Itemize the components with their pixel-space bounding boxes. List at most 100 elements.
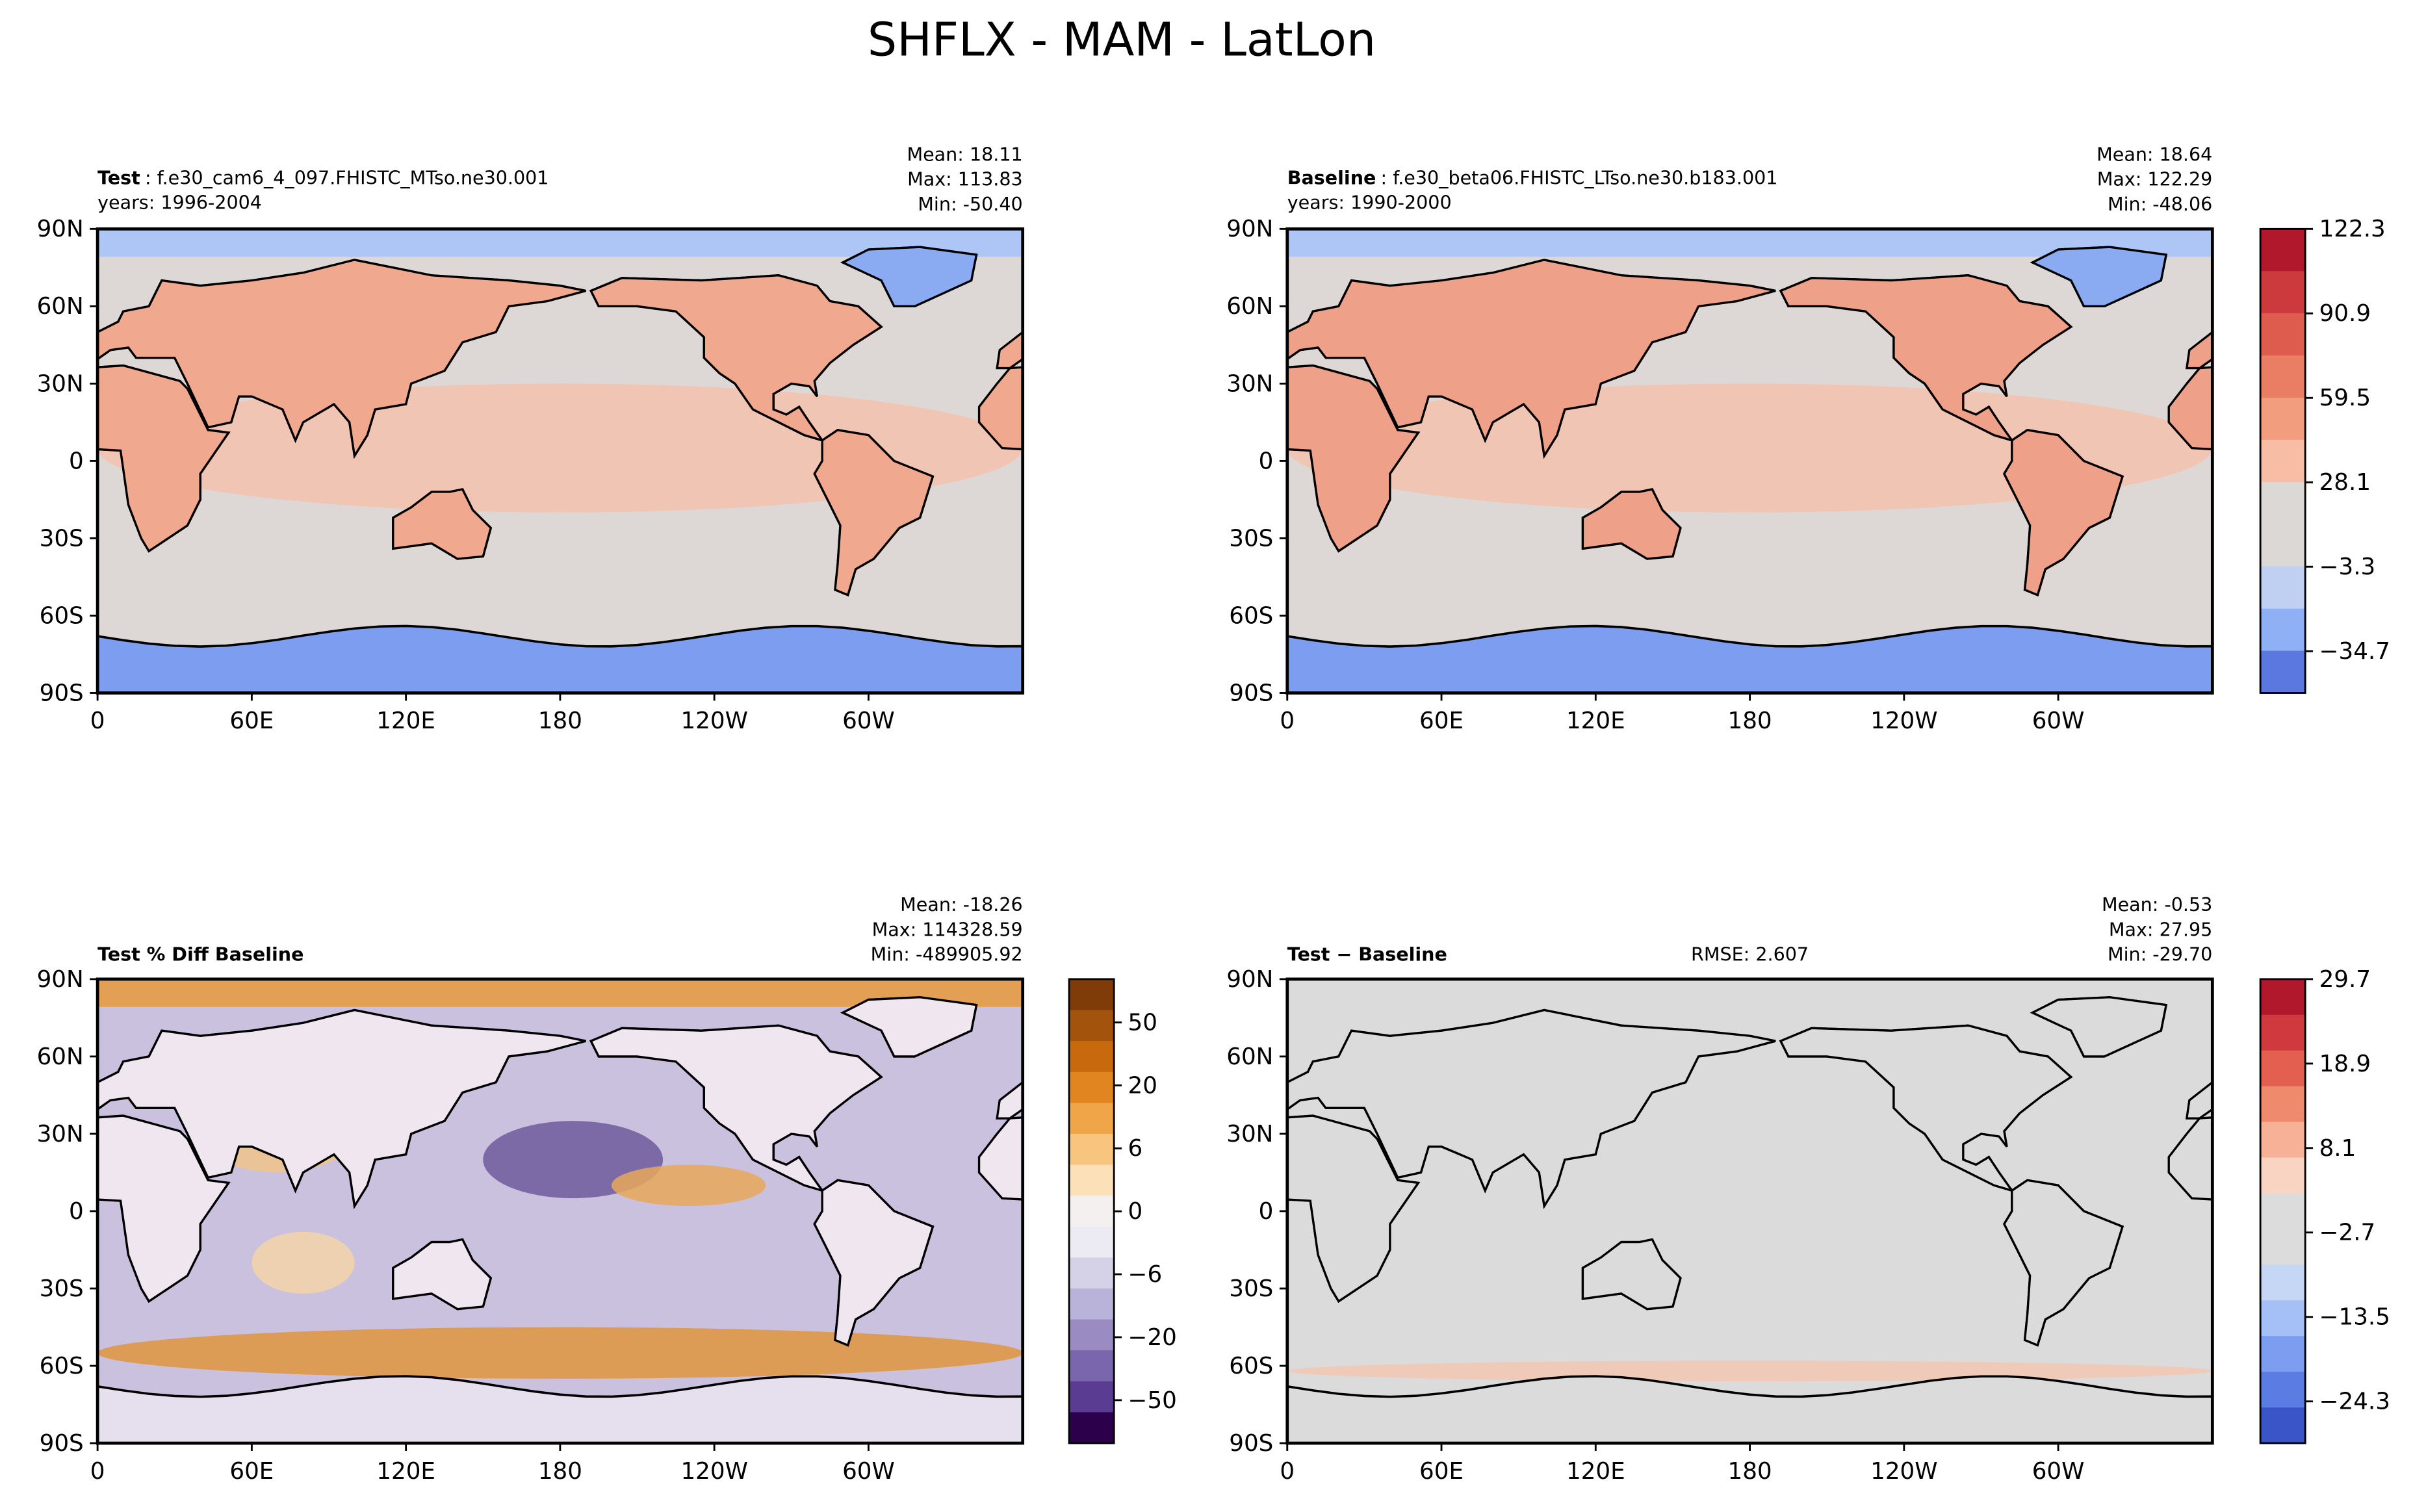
colorbar-band [1069,1164,1115,1197]
panel-case: : f.e30_cam6_4_097.FHISTC_MTso.ne30.001 [145,166,549,188]
colorbar-band [2260,313,2306,357]
panel-years: years: 1990-2000 [1287,191,1452,213]
coastline [2030,996,2168,1058]
rmse: RMSE: 2.607 [1691,943,1809,965]
coastline [840,996,978,1058]
stat: Mean: -18.26 [900,893,1023,916]
lat-tick-label: 30S [40,1275,84,1302]
lat-tick-label: 30N [37,1121,84,1147]
colorbar-tick-label: −50 [1128,1387,1177,1414]
stat: Max: 122.29 [2097,168,2213,190]
panel-years: years: 1996-2004 [97,191,262,213]
panel-title: Baseline: f.e30_beta06.FHISTC_LTso.ne30.… [1287,166,1778,188]
lon-tick-label: 180 [538,708,582,734]
colorbar-band [2260,1193,2306,1230]
colorbar-tick-label: 18.9 [2319,1051,2371,1077]
map [0,229,1023,693]
panel-label: Test % Diff Baseline [97,943,303,965]
stat: Max: 27.95 [2109,918,2212,940]
colorbar-band [2260,1014,2306,1051]
colorbar-band [1069,1412,1115,1444]
colorbar-band [2260,398,2306,441]
panel-case: : f.e30_beta06.FHISTC_LTso.ne30.b183.001 [1381,166,1778,188]
antarctica [1287,1375,2213,1444]
colorbar-tick-label: 20 [1128,1072,1157,1099]
lon-tick-label: 60E [1419,1458,1464,1485]
coastline [977,366,1023,451]
colorbar-band [2260,608,2306,652]
colorbar-tick-label: 28.1 [2319,469,2371,496]
coastline [996,331,1023,370]
antarctica [97,1375,1023,1444]
figure-title: SHFLX - MAM - LatLon [868,13,1376,67]
coastline [589,1024,883,1193]
colorbar-band [2260,1336,2306,1373]
lon-tick-label: 60E [229,708,274,734]
colorbar-tick-label: −2.7 [2319,1220,2376,1246]
coastline [392,488,493,560]
lat-tick-label: 30S [40,525,84,552]
map-panel: 90N 60N 30N 0 30S 60S 90S 0 60E 120E 180 120W 60W Mea… [1107,144,2214,734]
colorbar-band [1069,1196,1115,1227]
colorbar-tick-label: 0 [1128,1198,1143,1225]
colorbar-band [1069,1133,1115,1166]
panel-label: Baseline [1287,166,1376,188]
stat: Mean: 18.64 [2097,144,2212,166]
lon-tick-label: 120W [680,1458,747,1485]
lat-tick-label: 30N [1226,370,1273,397]
lon-tick-label: 120W [680,708,747,734]
map [1107,229,2213,693]
colorbar-band [1069,1288,1115,1320]
coastline [0,430,8,595]
colorbar-tick-label: −6 [1128,1261,1163,1288]
lat-tick-label: 0 [1259,448,1274,474]
colorbar-band [2260,1050,2306,1087]
colorbar-frame [2259,227,2306,694]
lon-tick-label: 180 [1727,708,1772,734]
colorbar-tick-label: −24.3 [2319,1389,2390,1415]
coastline [2003,429,2124,597]
colorbar-tick-label: 90.9 [2319,300,2371,327]
coastline [1107,247,1241,306]
colorbar-band [2260,650,2306,694]
lon-tick-label: 60W [842,1458,895,1485]
lat-tick-label: 0 [1259,1198,1274,1225]
coastline [1287,1008,1776,1209]
coastline [97,1008,586,1209]
lon-tick-label: 120W [1870,708,1937,734]
coastline [2185,331,2213,370]
lat-tick-label: 30S [1229,525,1273,552]
lat-tick-label: 0 [69,1198,84,1225]
colorbar-band [2260,481,2306,525]
colorbar: 29.7 18.9 8.1 −2.7 −13.5 −24.3 [2259,966,2390,1444]
coastline [1581,488,1682,560]
colorbar-tick-label: 29.7 [2319,966,2371,993]
coastline [1287,364,1421,553]
lat-tick-label: 60S [40,1353,84,1379]
coastline [2167,1116,2213,1201]
coastline [1581,1238,1682,1311]
coastline [2003,1179,2124,1347]
stat: Min: -48.06 [2108,193,2212,215]
lon-tick-label: 0 [1280,1458,1295,1485]
coastline [840,246,978,308]
field-patch [1287,1361,2213,1381]
colorbar-band [1069,1010,1115,1042]
lon-tick-label: 0 [90,1458,105,1485]
lon-tick-label: 120W [1870,1458,1937,1485]
lon-tick-label: 180 [1727,1458,1772,1485]
coastline [996,1081,1023,1120]
lat-tick-label: 60S [1229,1353,1273,1379]
stat: Min: -489905.92 [871,943,1023,965]
map-panel: 90N 60N 30N 0 30S 60S 90S 0 60E 120E 180 120W 60W Mea… [1226,893,2214,1485]
colorbar-band [1069,1350,1115,1383]
lat-tick-label: 0 [69,448,84,474]
colorbar-band [1069,1103,1115,1135]
lon-tick-label: 120E [1566,708,1625,734]
stat: Max: 113.83 [907,168,1023,190]
lat-tick-label: 90S [1229,1430,1273,1457]
colorbar-tick-label: −34.7 [2319,638,2390,665]
lat-tick-label: 60N [1226,293,1273,320]
lat-tick-label: 60N [37,1044,84,1070]
colorbar-tick-label: 122.3 [2319,216,2386,242]
